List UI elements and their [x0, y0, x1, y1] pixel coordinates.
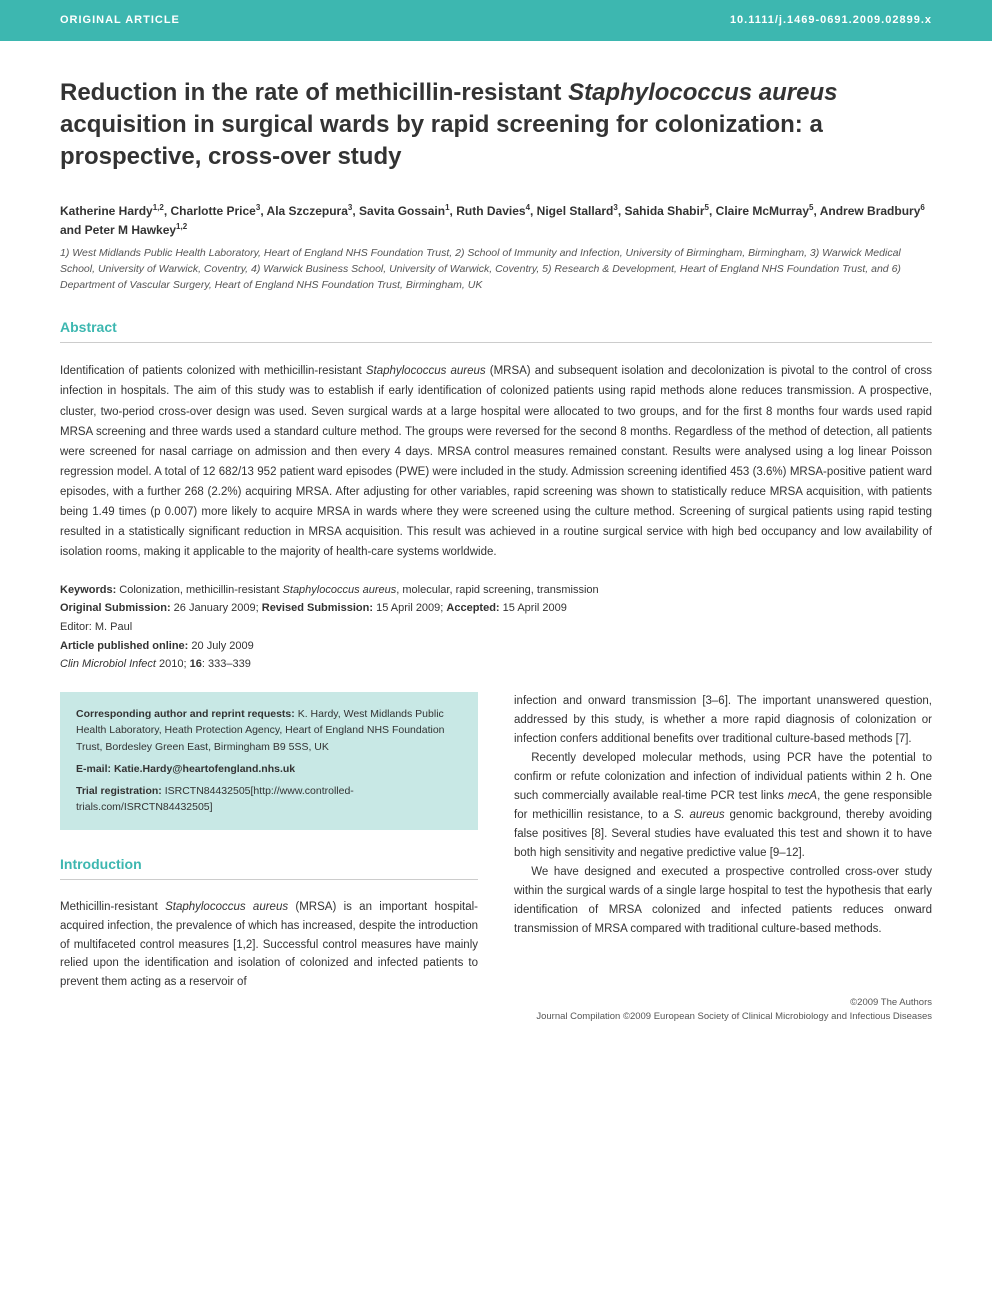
corr-trial-line: Trial registration: ISRCTN84432505[http:… — [76, 783, 462, 816]
keywords-post: , molecular, rapid screening, transmissi… — [396, 584, 598, 596]
corr-email-label: E-mail: — [76, 763, 114, 775]
two-column-body: Corresponding author and reprint request… — [60, 692, 932, 992]
article-meta: Keywords: Colonization, methicillin-resi… — [60, 581, 932, 674]
article-type: ORIGINAL ARTICLE — [60, 12, 180, 29]
corr-text: Corresponding author and reprint request… — [76, 706, 462, 755]
title-italic: Staphylococcus aureus — [568, 79, 837, 106]
intro-p2: infection and onward transmission [3–6].… — [514, 692, 932, 749]
intro-right-text: infection and onward transmission [3–6].… — [514, 692, 932, 939]
affiliations: 1) West Midlands Public Health Laborator… — [60, 246, 932, 293]
title-post: acquisition in surgical wards by rapid s… — [60, 111, 823, 170]
keywords-pre: Colonization, methicillin-resistant — [116, 584, 282, 596]
intro-p3-it2: S. aureus — [674, 809, 725, 821]
abstract-italic: Staphylococcus aureus — [366, 365, 486, 377]
intro-p1: Methicillin-resistant Staphylococcus aur… — [60, 898, 478, 993]
footer-line-2: Journal Compilation ©2009 European Socie… — [536, 1010, 932, 1024]
abstract-post: (MRSA) and subsequent isolation and deco… — [60, 365, 932, 558]
corr-trial-label: Trial registration: — [76, 785, 162, 797]
citation-journal: Clin Microbiol Infect — [60, 658, 156, 670]
intro-p1-italic: Staphylococcus aureus — [165, 901, 288, 913]
title-pre: Reduction in the rate of methicillin-res… — [60, 79, 568, 106]
rev-label: Revised Submission: — [262, 602, 373, 614]
keywords-italic: Staphylococcus aureus — [283, 584, 397, 596]
intro-p4: We have designed and executed a prospect… — [514, 863, 932, 939]
abstract-text: Identification of patients colonized wit… — [60, 361, 932, 562]
keywords-label: Keywords: — [60, 584, 116, 596]
intro-p3-it1: mecA — [788, 790, 817, 802]
citation-line: Clin Microbiol Infect 2010; 16: 333–339 — [60, 655, 932, 674]
intro-left-text: Methicillin-resistant Staphylococcus aur… — [60, 898, 478, 993]
intro-p3: Recently developed molecular methods, us… — [514, 749, 932, 863]
article-title: Reduction in the rate of methicillin-res… — [60, 77, 932, 174]
acc-date: 15 April 2009 — [500, 602, 567, 614]
citation-vol: 16 — [190, 658, 202, 670]
authors: Katherine Hardy1,2, Charlotte Price3, Al… — [60, 202, 932, 240]
page-content: Reduction in the rate of methicillin-res… — [0, 77, 992, 993]
left-column: Corresponding author and reprint request… — [60, 692, 478, 992]
rev-date: 15 April 2009; — [373, 602, 446, 614]
page-footer: ©2009 The Authors Journal Compilation ©2… — [536, 996, 932, 1025]
intro-p1-post: (MRSA) is an important hospital-acquired… — [60, 901, 478, 989]
doi: 10.1111/j.1469-0691.2009.02899.x — [730, 12, 932, 29]
introduction-heading: Introduction — [60, 854, 478, 880]
abstract-heading: Abstract — [60, 317, 932, 343]
citation-rest: 2010; — [156, 658, 190, 670]
corr-email-line: E-mail: Katie.Hardy@heartofengland.nhs.u… — [76, 761, 462, 777]
citation-pages: : 333–339 — [202, 658, 251, 670]
footer-line-1: ©2009 The Authors — [536, 996, 932, 1010]
keywords-line: Keywords: Colonization, methicillin-resi… — [60, 581, 932, 600]
acc-label: Accepted: — [446, 602, 499, 614]
pub-online-label: Article published online: — [60, 640, 188, 652]
header-bar: ORIGINAL ARTICLE 10.1111/j.1469-0691.200… — [0, 0, 992, 41]
intro-p1-pre: Methicillin-resistant — [60, 901, 165, 913]
pub-online-line: Article published online: 20 July 2009 — [60, 637, 932, 656]
orig-date: 26 January 2009; — [171, 602, 262, 614]
correspondence-box: Corresponding author and reprint request… — [60, 692, 478, 830]
corr-label: Corresponding author and reprint request… — [76, 708, 295, 720]
right-column: infection and onward transmission [3–6].… — [514, 692, 932, 992]
corr-email: Katie.Hardy@heartofengland.nhs.uk — [114, 763, 295, 775]
abstract-pre: Identification of patients colonized wit… — [60, 365, 366, 377]
submission-line: Original Submission: 26 January 2009; Re… — [60, 599, 932, 618]
editor-line: Editor: M. Paul — [60, 618, 932, 637]
pub-online-date: 20 July 2009 — [188, 640, 253, 652]
orig-label: Original Submission: — [60, 602, 171, 614]
